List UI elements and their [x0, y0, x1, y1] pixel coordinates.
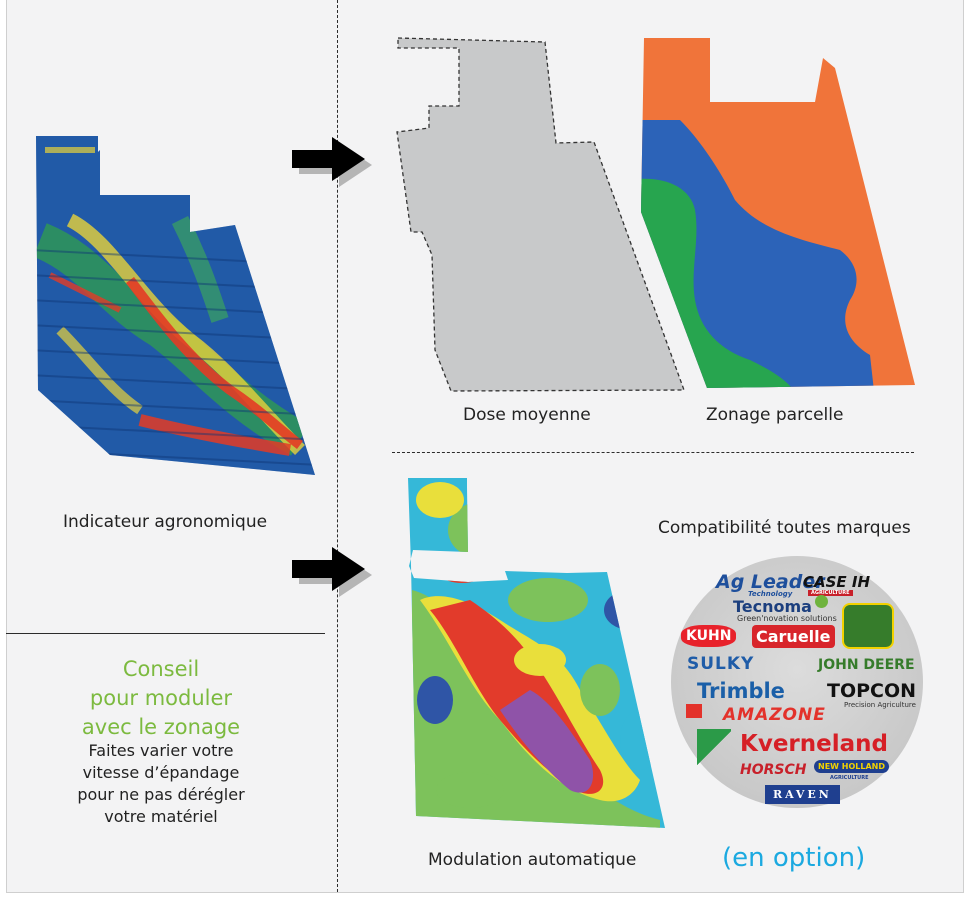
agleader-logo: Ag Leader	[716, 571, 825, 593]
advice-title-line: Conseil	[122, 657, 200, 681]
leaf-icon	[815, 595, 828, 608]
amazone-logo: AMAZONE	[723, 705, 826, 725]
right-arrow-icon	[292, 547, 372, 597]
advice-body-line: pour ne pas dérégler	[77, 785, 245, 804]
caption-compat: Compatibilité toutes marques	[658, 518, 911, 538]
agleader-sub: Technology	[748, 590, 793, 598]
horsch-logo: HORSCH	[740, 762, 807, 778]
modulation-map	[408, 478, 665, 828]
advice-divider	[6, 633, 325, 634]
advice-body-line: votre matériel	[104, 807, 218, 826]
option-label: (en option)	[722, 843, 866, 873]
raven-logo: RAVEN	[765, 785, 840, 804]
right-arrow-icon	[292, 137, 372, 187]
tecnoma-sub: Green'novation solutions	[737, 614, 837, 623]
deer-icon	[842, 603, 894, 649]
caseih-logo: CASE IH	[803, 573, 871, 591]
advice-title: Conseil pour moduler avec le zonage	[36, 655, 286, 742]
caption-dose: Dose moyenne	[463, 405, 591, 425]
johndeere-logo: JOHN DEERE	[818, 657, 915, 673]
sulky-logo: SULKY	[687, 654, 755, 674]
newholland-sub: AGRICULTURE	[830, 775, 869, 781]
indicator-map	[36, 136, 315, 475]
vertical-divider	[337, 0, 338, 892]
trimble-logo: Trimble	[697, 679, 785, 703]
tecnoma-logo: Tecnoma	[733, 597, 812, 616]
advice-body-line: vitesse d’épandage	[82, 763, 240, 782]
advice-title-line: avec le zonage	[81, 715, 241, 739]
advice-title-line: pour moduler	[89, 686, 233, 710]
caption-zoning: Zonage parcelle	[706, 405, 844, 425]
advice-body-line: Faites varier votre	[88, 741, 234, 760]
zoning-map	[641, 38, 915, 388]
kverneland-logo: Kverneland	[740, 731, 888, 757]
horizontal-divider	[392, 452, 914, 453]
dose-map	[396, 37, 685, 392]
newholland-logo: NEW HOLLAND	[814, 760, 889, 773]
caption-modulation: Modulation automatique	[428, 850, 637, 870]
topcon-sub: Precision Agriculture	[844, 701, 916, 709]
topcon-logo: TOPCON	[827, 680, 917, 702]
kuhn-logo: KUHN	[681, 625, 737, 647]
caption-indicator: Indicateur agronomique	[63, 512, 268, 532]
tractor-icon	[686, 704, 702, 718]
caseih-sub: AGRICULTURE	[808, 590, 853, 596]
kverneland-icon	[697, 729, 731, 767]
advice-body: Faites varier votre vitesse d’épandage p…	[36, 740, 286, 828]
caruelle-logo: Caruelle	[752, 625, 835, 648]
